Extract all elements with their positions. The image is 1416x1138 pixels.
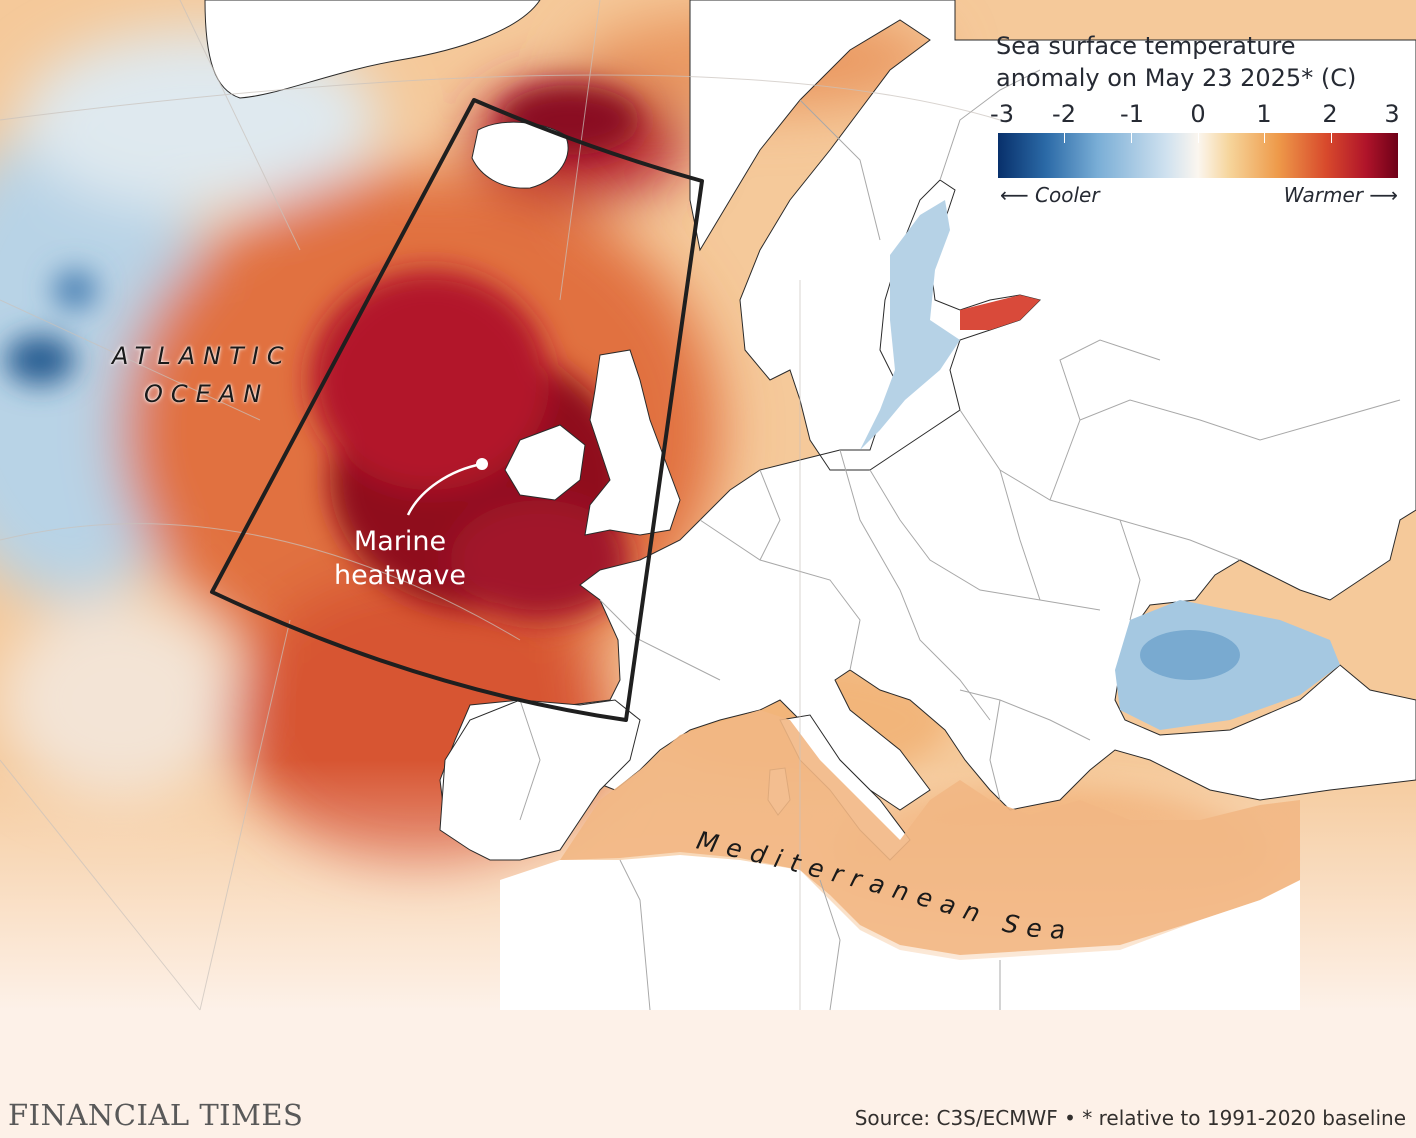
legend-scale-tickmark: [1198, 133, 1199, 143]
legend-tick: -3: [990, 100, 1014, 128]
heatwave-label-line2: heatwave: [333, 560, 467, 591]
legend-scale-tickmark: [1331, 133, 1332, 143]
left-arrow-icon: ⟵: [1000, 183, 1029, 207]
inland-seas: [860, 200, 1340, 730]
legend-tick: -1: [1120, 100, 1144, 128]
legend-cooler: ⟵ Cooler: [1000, 183, 1100, 207]
legend-scale-tickmark: [1064, 133, 1065, 143]
legend-scale-tickmark: [1264, 133, 1265, 143]
source-note: Source: C3S/ECMWF • * relative to 1991-2…: [854, 1106, 1406, 1130]
legend-tick: 3: [1384, 100, 1400, 128]
legend-title-line1: Sea surface temperature: [996, 32, 1296, 60]
legend-tick: -2: [1052, 100, 1076, 128]
heatwave-label-line1: Marine: [353, 526, 447, 557]
heatwave-point-marker: [476, 458, 488, 470]
land: [204, 0, 1416, 1010]
legend-color-scale: [998, 133, 1398, 178]
heatwave-region-box: [210, 98, 704, 722]
legend-title: Sea surface temperature anomaly on May 2…: [996, 30, 1396, 94]
legend-tick: 0: [1190, 100, 1206, 128]
legend-tick: 2: [1322, 100, 1338, 128]
right-arrow-icon: ⟶: [1369, 183, 1398, 207]
legend-title-line2: anomaly on May 23 2025* (C): [996, 64, 1357, 92]
legend-warmer: Warmer ⟶: [1284, 183, 1398, 207]
graticule: [0, 0, 1001, 1011]
heatwave-pointer-line: [406, 462, 483, 516]
heatwave-label: Marine heatwave: [300, 525, 500, 593]
legend-scale-tickmark: [1131, 133, 1132, 143]
atlantic-label-line1: ATLANTIC: [112, 342, 292, 370]
legend-tick: 1: [1256, 100, 1272, 128]
ft-logo: FINANCIAL TIMES: [8, 1098, 304, 1132]
legend-warmer-label: Warmer: [1283, 183, 1363, 207]
atlantic-label-line2: OCEAN: [144, 380, 270, 408]
country-borders: [519, 69, 1401, 1011]
mediterranean-sea: [500, 710, 1300, 955]
legend-tick-labels: -3 -2 -1 0 1 2 3: [990, 100, 1410, 130]
legend-cooler-label: Cooler: [1035, 183, 1100, 207]
